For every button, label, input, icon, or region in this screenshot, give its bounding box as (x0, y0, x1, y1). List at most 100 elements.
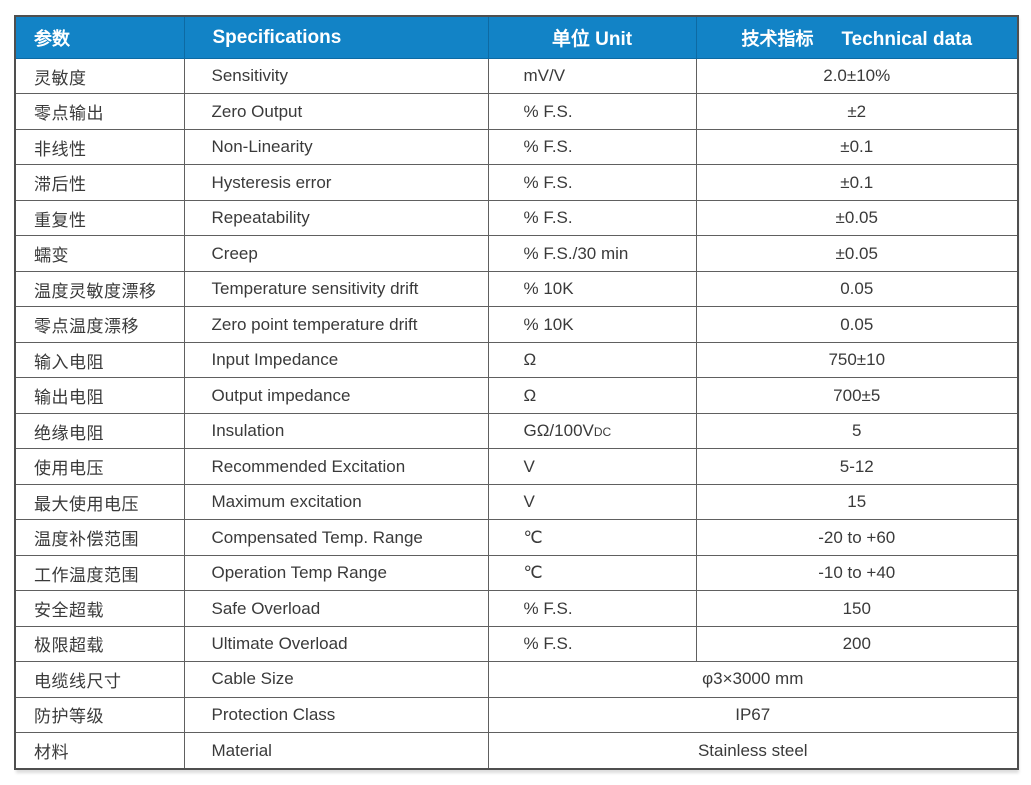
table-row: 输入电阻 Input Impedance Ω 750±10 (14, 341, 1019, 379)
table-row: 非线性 Non-Linearity % F.S. ±0.1 (14, 128, 1019, 166)
value-cell: -10 to +40 (695, 554, 1019, 592)
param-cell: 非线性 (14, 128, 185, 166)
unit-cell: % F.S. (487, 625, 697, 663)
unit-cell: ℃ (487, 554, 697, 592)
unit-cell: V (487, 448, 697, 485)
merged-value-cell: Stainless steel (487, 732, 1019, 770)
table-row: 材料 Material Stainless steel (14, 732, 1019, 770)
spec-cell: Compensated Temp. Range (183, 519, 489, 556)
spec-cell: Material (183, 732, 489, 770)
table-row: 极限超载 Ultimate Overload % F.S. 200 (14, 625, 1019, 663)
table-row: 工作温度范围 Operation Temp Range ℃ -10 to +40 (14, 554, 1019, 592)
value-cell: 150 (695, 590, 1019, 627)
value-cell: 2.0±10% (695, 57, 1019, 95)
unit-cell: GΩ/100VDC (487, 412, 697, 450)
value-cell: ±2 (695, 93, 1019, 130)
param-cell: 防护等级 (14, 696, 185, 734)
table-row: 输出电阻 Output impedance Ω 700±5 (14, 377, 1019, 414)
param-cell: 极限超载 (14, 625, 185, 663)
value-cell: 700±5 (695, 377, 1019, 414)
param-cell: 重复性 (14, 199, 185, 237)
spec-cell: Insulation (183, 412, 489, 450)
value-cell: ±0.05 (695, 199, 1019, 237)
param-cell: 温度补偿范围 (14, 519, 185, 556)
unit-cell: % F.S. (487, 199, 697, 237)
value-cell: 15 (695, 483, 1019, 521)
value-cell: ±0.1 (695, 128, 1019, 166)
table-row: 灵敏度 Sensitivity mV/V 2.0±10% (14, 57, 1019, 95)
table-row: 电缆线尺寸 Cable Size φ3×3000 mm (14, 661, 1019, 698)
param-cell: 灵敏度 (14, 57, 185, 95)
unit-cell: V (487, 483, 697, 521)
table-row: 重复性 Repeatability % F.S. ±0.05 (14, 199, 1019, 237)
table-row: 滞后性 Hysteresis error % F.S. ±0.1 (14, 164, 1019, 201)
value-cell: ±0.05 (695, 235, 1019, 272)
header-technical-data: 技术指标 Technical data (695, 15, 1019, 59)
merged-value-cell: φ3×3000 mm (487, 661, 1019, 698)
param-cell: 蠕变 (14, 235, 185, 272)
specifications-table: 参数 Specifications 单位 Unit 技术指标 Technical… (14, 15, 1019, 770)
spec-cell: Safe Overload (183, 590, 489, 627)
value-cell: ±0.1 (695, 164, 1019, 201)
spec-cell: Repeatability (183, 199, 489, 237)
unit-cell: Ω (487, 377, 697, 414)
spec-cell: Maximum excitation (183, 483, 489, 521)
unit-cell: % 10K (487, 270, 697, 308)
table-row: 使用电压 Recommended Excitation V 5-12 (14, 448, 1019, 485)
table-row: 温度补偿范围 Compensated Temp. Range ℃ -20 to … (14, 519, 1019, 556)
value-cell: 200 (695, 625, 1019, 663)
header-unit: 单位 Unit (487, 15, 697, 59)
unit-cell: % F.S. (487, 590, 697, 627)
param-cell: 输出电阻 (14, 377, 185, 414)
param-cell: 输入电阻 (14, 341, 185, 379)
param-cell: 零点温度漂移 (14, 306, 185, 343)
spec-cell: Operation Temp Range (183, 554, 489, 592)
spec-cell: Hysteresis error (183, 164, 489, 201)
param-cell: 滞后性 (14, 164, 185, 201)
header-row: 参数 Specifications 单位 Unit 技术指标 Technical… (14, 15, 1019, 59)
unit-cell: % F.S./30 min (487, 235, 697, 272)
spec-cell: Non-Linearity (183, 128, 489, 166)
value-cell: 5 (695, 412, 1019, 450)
value-cell: 0.05 (695, 306, 1019, 343)
unit-cell: % 10K (487, 306, 697, 343)
param-cell: 使用电压 (14, 448, 185, 485)
spec-sheet: 参数 Specifications 单位 Unit 技术指标 Technical… (14, 15, 1019, 770)
table-row: 绝缘电阻 Insulation GΩ/100VDC 5 (14, 412, 1019, 450)
param-cell: 安全超载 (14, 590, 185, 627)
spec-cell: Zero Output (183, 93, 489, 130)
spec-cell: Temperature sensitivity drift (183, 270, 489, 308)
unit-cell: % F.S. (487, 164, 697, 201)
spec-cell: Input Impedance (183, 341, 489, 379)
value-cell: 0.05 (695, 270, 1019, 308)
spec-cell: Output impedance (183, 377, 489, 414)
table-row: 零点温度漂移 Zero point temperature drift % 10… (14, 306, 1019, 343)
value-cell: 5-12 (695, 448, 1019, 485)
spec-cell: Ultimate Overload (183, 625, 489, 663)
table-row: 安全超载 Safe Overload % F.S. 150 (14, 590, 1019, 627)
param-cell: 温度灵敏度漂移 (14, 270, 185, 308)
unit-subscript: DC (593, 425, 612, 440)
spec-cell: Zero point temperature drift (183, 306, 489, 343)
unit-cell: % F.S. (487, 128, 697, 166)
unit-cell: % F.S. (487, 93, 697, 130)
spec-cell: Recommended Excitation (183, 448, 489, 485)
param-cell: 材料 (14, 732, 185, 770)
table-row: 蠕变 Creep % F.S./30 min ±0.05 (14, 235, 1019, 272)
spec-cell: Protection Class (183, 696, 489, 734)
header-param: 参数 (14, 15, 185, 59)
param-cell: 工作温度范围 (14, 554, 185, 592)
param-cell: 电缆线尺寸 (14, 661, 185, 698)
table-row: 最大使用电压 Maximum excitation V 15 (14, 483, 1019, 521)
spec-cell: Creep (183, 235, 489, 272)
header-specifications: Specifications (183, 15, 489, 59)
table-row: 温度灵敏度漂移 Temperature sensitivity drift % … (14, 270, 1019, 308)
spec-cell: Cable Size (183, 661, 489, 698)
header-technical-data-en: Technical data (841, 28, 973, 50)
unit-cell: Ω (487, 341, 697, 379)
unit-cell: mV/V (487, 57, 697, 95)
table-row: 防护等级 Protection Class IP67 (14, 696, 1019, 734)
unit-cell: ℃ (487, 519, 697, 556)
value-cell: 750±10 (695, 341, 1019, 379)
spec-cell: Sensitivity (183, 57, 489, 95)
